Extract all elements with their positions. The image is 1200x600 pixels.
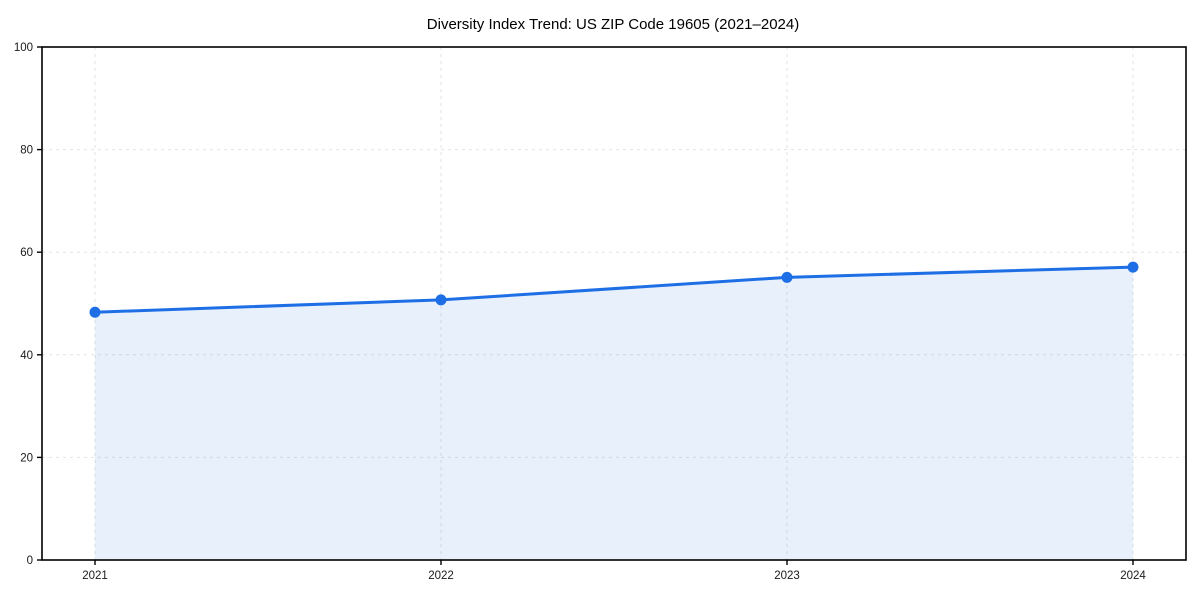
data-point-2021 [89,306,101,318]
line-series [93,265,1135,314]
y-tick-label: 0 [27,555,33,567]
data-point-2022 [435,294,447,306]
y-tick-label: 60 [20,247,33,259]
y-tick-label: 100 [14,42,33,54]
plot-border [41,46,1187,561]
data-point-2023 [781,271,793,283]
data-point-2024 [1127,261,1139,273]
plot-area: 0 20 40 60 80 100 2021 2022 2023 2024 [14,42,1187,582]
y-tick-label: 80 [20,145,33,157]
y-tick-label: 20 [20,452,33,464]
x-tick-label: 2024 [1120,570,1146,582]
x-tick-label: 2022 [428,570,454,582]
chart-title: Diversity Index Trend: US ZIP Code 19605… [427,16,799,33]
x-tick-label: 2021 [82,570,108,582]
y-tick-label: 40 [20,350,33,362]
x-tick-label: 2023 [774,570,800,582]
area-fill [95,267,1133,560]
